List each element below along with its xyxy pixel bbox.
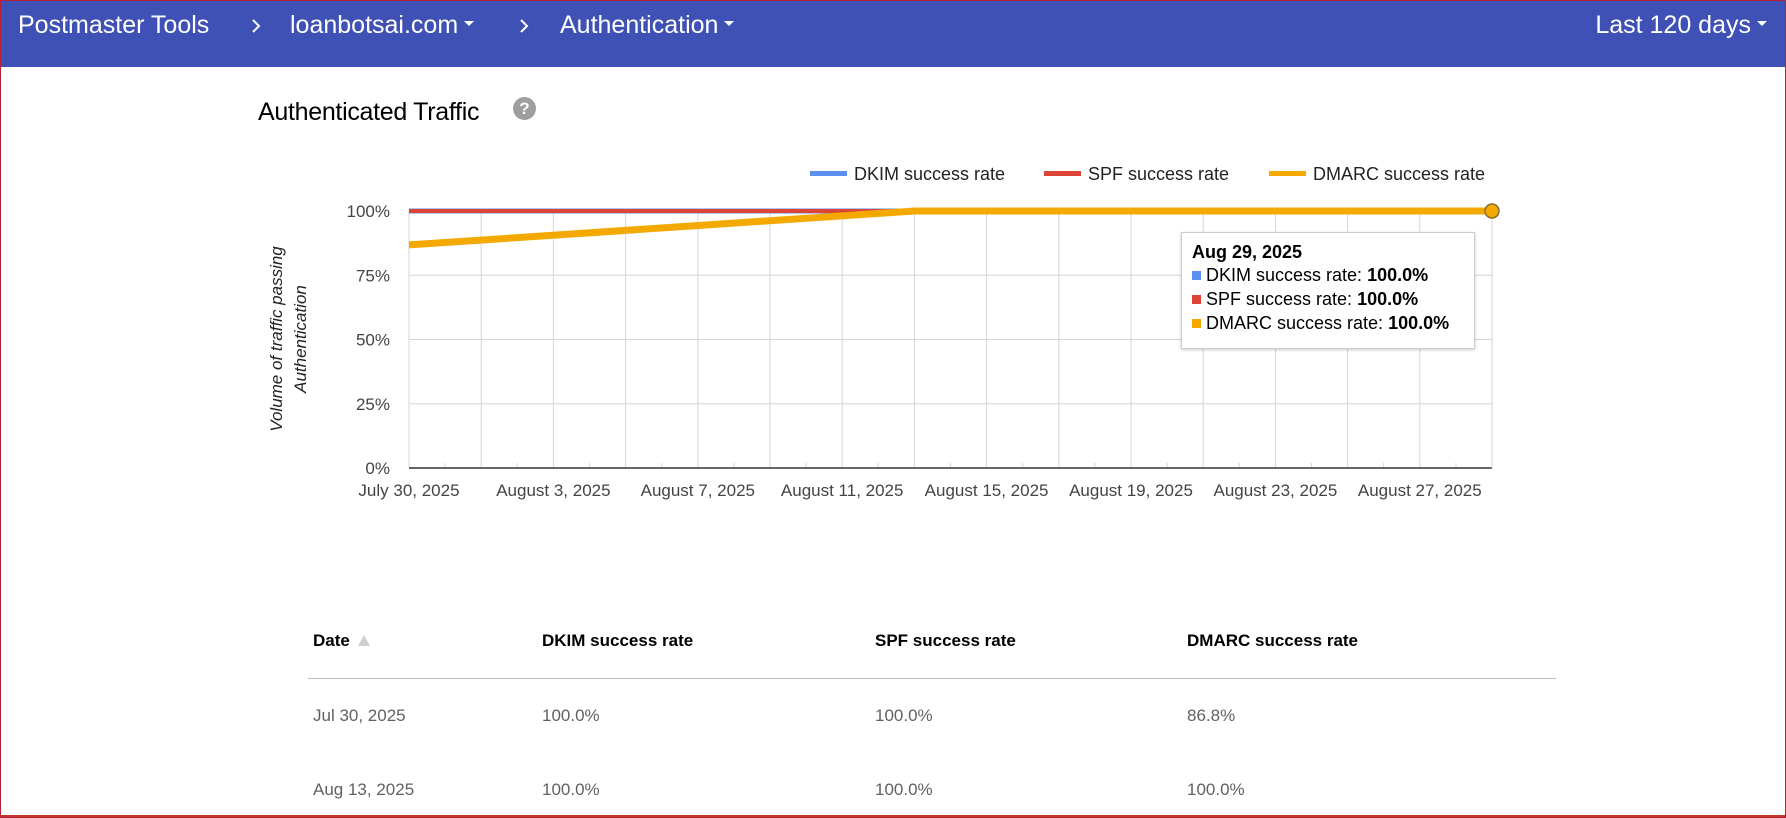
legend-item-dmarc: DMARC success rate (1269, 164, 1485, 185)
dropdown-caret-icon (464, 20, 475, 26)
cell-date: Jul 30, 2025 (313, 706, 406, 725)
tooltip-label-dmarc: DMARC success rate: (1206, 313, 1384, 333)
cell-dmarc: 100.0% (1187, 780, 1245, 799)
date-range-selector[interactable]: Last 120 days (1595, 9, 1767, 41)
dashboard-selector-label: Authentication (560, 11, 719, 39)
tooltip-row-dkim: DKIM success rate: 100.0% (1192, 263, 1464, 287)
x-tick-label: August 11, 2025 (781, 481, 904, 500)
chevron-right-icon (519, 9, 529, 34)
x-tick-label: August 23, 2025 (1213, 481, 1337, 500)
cell-dkim: 100.0% (542, 706, 600, 725)
cell-dkim: 100.0% (542, 780, 600, 799)
tooltip-value-spf: 100.0% (1357, 289, 1419, 309)
tooltip-swatch-spf (1192, 295, 1201, 304)
tooltip-label-dkim: DKIM success rate: (1206, 265, 1363, 285)
tooltip-swatch-dkim (1192, 271, 1201, 280)
cell-spf: 100.0% (875, 780, 933, 799)
chevron-right-icon (251, 9, 261, 34)
legend-swatch-spf (1044, 170, 1081, 176)
dropdown-caret-icon (1757, 20, 1767, 26)
help-icon[interactable]: ? (513, 97, 536, 120)
x-tick-label: August 3, 2025 (496, 481, 610, 500)
tooltip-value-dmarc: 100.0% (1388, 313, 1450, 333)
dropdown-caret-icon (724, 20, 735, 26)
domain-selector[interactable]: loanbotsai.com (290, 9, 475, 41)
legend-item-spf: SPF success rate (1044, 164, 1229, 185)
y-tick-label: 0% (365, 459, 390, 478)
cell-dmarc: 86.8% (1187, 706, 1236, 725)
tooltip-row-dmarc: DMARC success rate: 100.0% (1192, 311, 1464, 335)
cell-spf: 100.0% (875, 706, 933, 725)
tooltip-date: Aug 29, 2025 (1192, 242, 1303, 262)
tooltip-row-spf: SPF success rate: 100.0% (1192, 287, 1464, 311)
section-title: Authenticated Traffic (258, 98, 480, 126)
legend-item-dkim: DKIM success rate (810, 164, 1005, 185)
cell-date: Aug 13, 2025 (313, 780, 415, 799)
y-tick-label: 50% (356, 331, 390, 350)
column-header-date-label: Date (313, 631, 350, 650)
authenticated-traffic-chart: 0% 25% 50% 75% 100% July 30, 2025 August 3, 2… (267, 202, 1500, 500)
hover-point-marker[interactable] (1484, 203, 1500, 219)
x-tick-label: August 7, 2025 (641, 481, 755, 500)
x-tick-label: August 19, 2025 (1069, 481, 1193, 500)
tooltip-value-dkim: 100.0% (1367, 265, 1429, 285)
legend-swatch-dmarc (1269, 170, 1306, 176)
legend-label-dkim: DKIM success rate (854, 164, 1006, 184)
column-header-spf[interactable]: SPF success rate (875, 631, 1016, 650)
top-app-bar: Postmaster Tools loanbotsai.com Authenti… (1, 1, 1785, 67)
y-axis-title-line-1: Volume of traffic passing (267, 246, 286, 432)
y-tick-label: 100% (347, 202, 390, 221)
x-tick-label: July 30, 2025 (358, 481, 459, 500)
y-tick-label: 75% (356, 266, 390, 285)
domain-selector-label: loanbotsai.com (290, 11, 459, 39)
x-tick-label: August 15, 2025 (925, 481, 1049, 500)
date-range-label: Last 120 days (1595, 11, 1751, 39)
dashboard-selector[interactable]: Authentication (560, 9, 735, 41)
chart-tooltip: Aug 29, 2025 DKIM success rate: 100.0% S… (1181, 232, 1475, 349)
x-tick-label: August 27, 2025 (1358, 481, 1482, 500)
y-axis-title-line-2: Authentication (291, 285, 310, 394)
tooltip-label-spf: SPF success rate: (1206, 289, 1353, 309)
legend-label-spf: SPF success rate (1088, 164, 1230, 184)
column-header-date[interactable]: Date (313, 631, 370, 651)
tooltip-swatch-dmarc (1192, 319, 1201, 328)
legend-label-dmarc: DMARC success rate (1313, 164, 1486, 184)
window-border-bottom (1, 815, 1785, 817)
column-header-dmarc[interactable]: DMARC success rate (1187, 631, 1359, 650)
sort-ascending-icon (357, 635, 370, 646)
table-header-divider (308, 678, 1556, 679)
legend-swatch-dkim (810, 170, 847, 176)
series-line-dmarc (408, 207, 1492, 249)
breadcrumb-postmaster-tools[interactable]: Postmaster Tools (18, 11, 210, 39)
y-tick-label: 25% (356, 395, 390, 414)
column-header-dkim[interactable]: DKIM success rate (542, 631, 694, 650)
